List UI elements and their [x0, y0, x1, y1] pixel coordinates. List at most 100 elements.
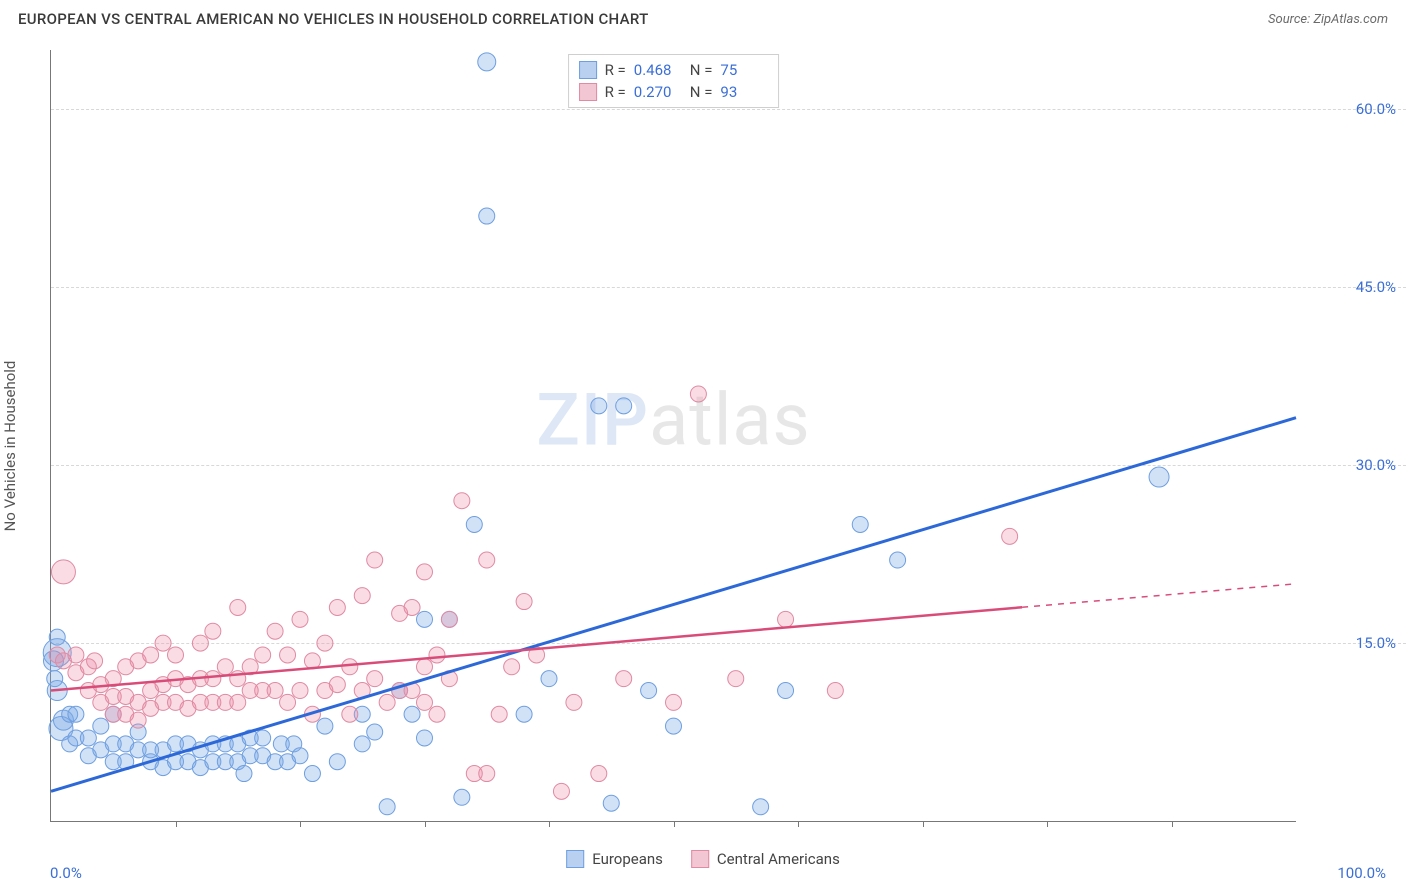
- legend-label-central-americans: Central Americans: [717, 850, 840, 868]
- x-axis-max-label: 100.0%: [1337, 864, 1386, 882]
- n-value-europeans: 75: [720, 59, 768, 81]
- legend-label-europeans: Europeans: [592, 850, 663, 868]
- x-tick: [1047, 821, 1048, 827]
- scatter-point-europeans: [666, 718, 682, 734]
- scatter-point-europeans: [478, 53, 496, 71]
- scatter-point-central_americans: [491, 706, 507, 722]
- scatter-point-europeans: [379, 799, 395, 815]
- r-label: R =: [605, 59, 626, 81]
- scatter-point-central_americans: [329, 677, 345, 693]
- scatter-point-central_americans: [367, 552, 383, 568]
- scatter-point-europeans: [317, 718, 333, 734]
- scatter-point-central_americans: [87, 653, 103, 669]
- legend-item-central-americans: Central Americans: [691, 850, 840, 868]
- scatter-point-europeans: [591, 398, 607, 414]
- scatter-point-central_americans: [504, 659, 520, 675]
- scatter-point-europeans: [417, 611, 433, 627]
- scatter-point-central_americans: [1002, 528, 1018, 544]
- scatter-point-central_americans: [292, 683, 308, 699]
- scatter-point-europeans: [354, 736, 370, 752]
- scatter-point-central_americans: [728, 671, 744, 687]
- scatter-point-central_americans: [404, 599, 420, 615]
- scatter-point-europeans: [541, 671, 557, 687]
- scatter-point-europeans: [367, 724, 383, 740]
- scatter-point-central_americans: [417, 564, 433, 580]
- scatter-point-central_americans: [342, 659, 358, 675]
- scatter-point-central_americans: [553, 783, 569, 799]
- x-tick: [1172, 821, 1173, 827]
- scatter-point-europeans: [47, 671, 63, 687]
- source-attribution: Source: ZipAtlas.com: [1268, 12, 1388, 27]
- scatter-point-central_americans: [329, 599, 345, 615]
- scatter-point-europeans: [890, 552, 906, 568]
- y-tick-label: 60.0%: [1306, 100, 1396, 118]
- scatter-point-central_americans: [255, 647, 271, 663]
- scatter-point-central_americans: [130, 712, 146, 728]
- scatter-point-central_americans: [454, 493, 470, 509]
- scatter-svg: [51, 50, 1296, 821]
- x-tick: [425, 821, 426, 827]
- scatter-point-central_americans: [230, 599, 246, 615]
- scatter-point-europeans: [255, 730, 271, 746]
- regression-line-dashed-central_americans: [1022, 584, 1296, 607]
- scatter-point-central_americans: [479, 766, 495, 782]
- x-tick: [549, 821, 550, 827]
- scatter-point-central_americans: [143, 647, 159, 663]
- scatter-point-europeans: [49, 629, 65, 645]
- scatter-point-central_americans: [267, 683, 283, 699]
- chart-header: EUROPEAN VS CENTRAL AMERICAN NO VEHICLES…: [0, 0, 1406, 36]
- scatter-point-central_americans: [168, 647, 184, 663]
- scatter-point-central_americans: [51, 560, 75, 584]
- scatter-point-central_americans: [417, 659, 433, 675]
- scatter-point-central_americans: [280, 694, 296, 710]
- scatter-point-europeans: [603, 795, 619, 811]
- stats-row-europeans: R = 0.468 N = 75: [579, 59, 769, 81]
- scatter-point-central_americans: [230, 694, 246, 710]
- scatter-point-central_americans: [68, 647, 84, 663]
- scatter-point-central_americans: [192, 635, 208, 651]
- legend-item-europeans: Europeans: [566, 850, 663, 868]
- x-tick: [176, 821, 177, 827]
- scatter-point-europeans: [68, 706, 84, 722]
- scatter-point-central_americans: [217, 659, 233, 675]
- scatter-point-central_americans: [155, 635, 171, 651]
- swatch-central-americans: [691, 850, 709, 868]
- scatter-point-central_americans: [778, 611, 794, 627]
- scatter-point-central_americans: [267, 623, 283, 639]
- y-tick-label: 15.0%: [1306, 634, 1396, 652]
- scatter-point-central_americans: [429, 706, 445, 722]
- scatter-point-central_americans: [292, 611, 308, 627]
- scatter-point-europeans: [466, 516, 482, 532]
- scatter-point-europeans: [753, 799, 769, 815]
- scatter-point-central_americans: [342, 706, 358, 722]
- scatter-point-central_americans: [317, 635, 333, 651]
- scatter-point-central_americans: [827, 683, 843, 699]
- r-value-central-americans: 0.270: [634, 81, 682, 103]
- scatter-point-central_americans: [479, 552, 495, 568]
- scatter-point-central_americans: [429, 647, 445, 663]
- scatter-point-europeans: [80, 730, 96, 746]
- scatter-point-europeans: [417, 730, 433, 746]
- scatter-point-europeans: [641, 683, 657, 699]
- r-label: R =: [605, 81, 626, 103]
- scatter-point-europeans: [516, 706, 532, 722]
- x-tick: [798, 821, 799, 827]
- scatter-point-central_americans: [591, 766, 607, 782]
- x-axis-min-label: 0.0%: [50, 864, 82, 882]
- scatter-point-central_americans: [280, 647, 296, 663]
- r-value-europeans: 0.468: [634, 59, 682, 81]
- chart-plot-area: ZIPatlas 15.0%30.0%45.0%60.0% R = 0.468 …: [50, 50, 1296, 822]
- scatter-point-central_americans: [205, 623, 221, 639]
- scatter-point-europeans: [852, 516, 868, 532]
- x-tick: [674, 821, 675, 827]
- stats-legend: R = 0.468 N = 75 R = 0.270 N = 93: [568, 54, 780, 108]
- scatter-point-europeans: [404, 706, 420, 722]
- y-axis-title: No Vehicles in Household: [1, 361, 19, 532]
- scatter-point-europeans: [454, 789, 470, 805]
- source-prefix: Source:: [1268, 12, 1313, 27]
- source-name: ZipAtlas.com: [1313, 12, 1388, 27]
- scatter-point-central_americans: [616, 671, 632, 687]
- series-legend: Europeans Central Americans: [566, 850, 840, 868]
- chart-title: EUROPEAN VS CENTRAL AMERICAN NO VEHICLES…: [18, 10, 649, 28]
- swatch-central-americans: [579, 83, 597, 101]
